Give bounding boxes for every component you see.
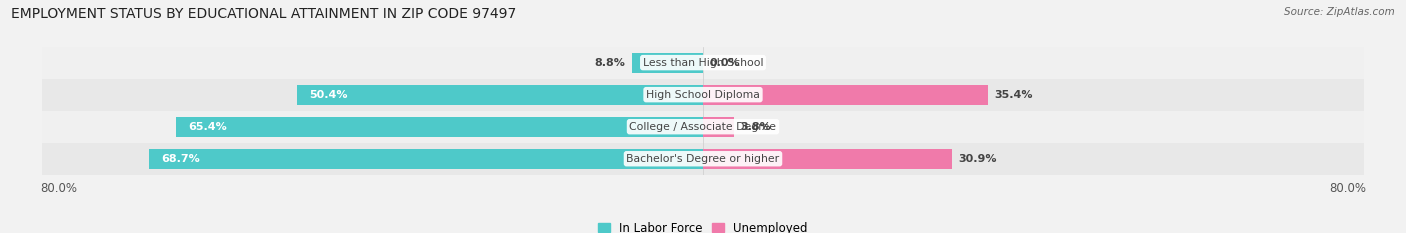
Text: 8.8%: 8.8%	[595, 58, 626, 68]
Bar	[703, 85, 988, 105]
Legend: In Labor Force, Unemployed: In Labor Force, Unemployed	[593, 217, 813, 233]
Text: Source: ZipAtlas.com: Source: ZipAtlas.com	[1284, 7, 1395, 17]
Text: 65.4%: 65.4%	[188, 122, 226, 132]
Bar	[176, 117, 703, 137]
Bar	[703, 117, 734, 137]
Bar	[149, 149, 703, 169]
Bar	[42, 143, 1364, 175]
Bar	[703, 149, 952, 169]
Bar	[42, 79, 1364, 111]
Text: Less than High School: Less than High School	[643, 58, 763, 68]
Bar	[42, 47, 1364, 79]
Text: College / Associate Degree: College / Associate Degree	[630, 122, 776, 132]
Bar	[633, 53, 703, 72]
Text: 3.8%: 3.8%	[740, 122, 770, 132]
Text: 0.0%: 0.0%	[710, 58, 740, 68]
Text: 50.4%: 50.4%	[309, 90, 347, 100]
Text: High School Diploma: High School Diploma	[647, 90, 759, 100]
Text: 68.7%: 68.7%	[162, 154, 200, 164]
Text: 35.4%: 35.4%	[994, 90, 1033, 100]
Bar	[42, 111, 1364, 143]
Text: EMPLOYMENT STATUS BY EDUCATIONAL ATTAINMENT IN ZIP CODE 97497: EMPLOYMENT STATUS BY EDUCATIONAL ATTAINM…	[11, 7, 516, 21]
Text: 30.9%: 30.9%	[959, 154, 997, 164]
Text: Bachelor's Degree or higher: Bachelor's Degree or higher	[627, 154, 779, 164]
Bar	[297, 85, 703, 105]
